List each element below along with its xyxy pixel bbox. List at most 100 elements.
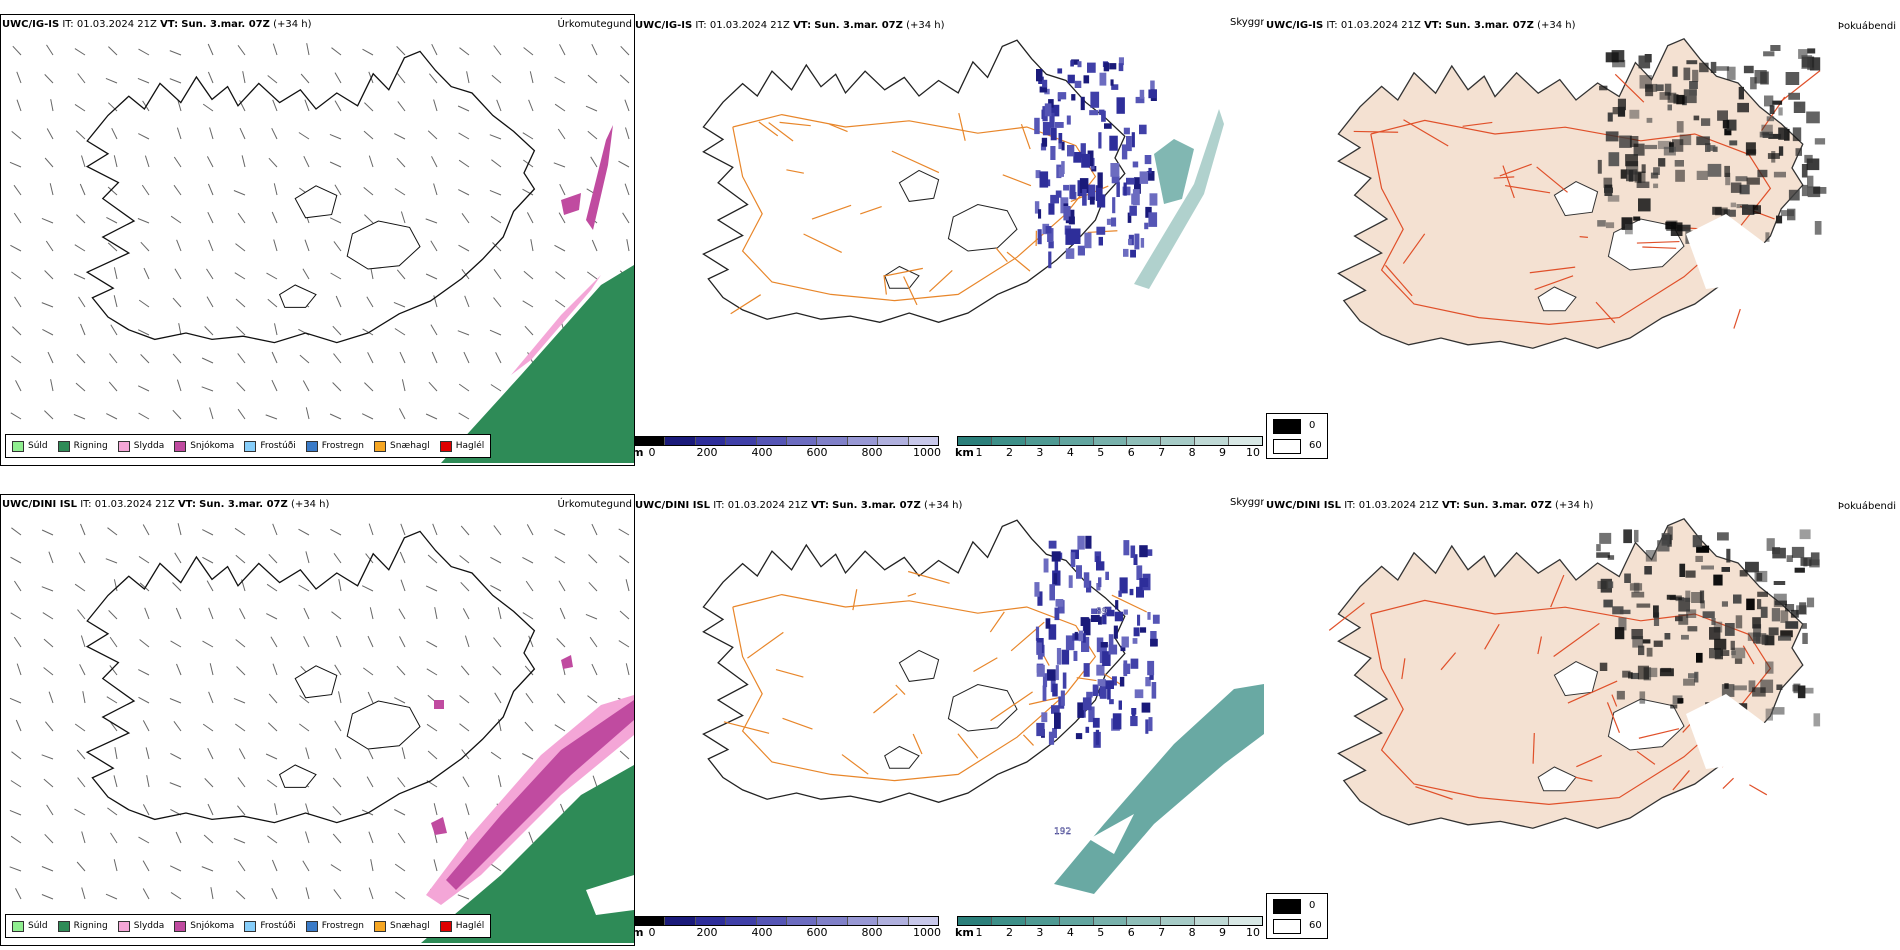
it-label: IT: bbox=[695, 20, 707, 31]
precip-legend-item: Snjókoma bbox=[174, 440, 234, 452]
color-scale-tick-label: 4 bbox=[1066, 926, 1074, 939]
precip-legend-item: Snæhagl bbox=[374, 920, 430, 932]
color-scale-unit: m bbox=[634, 446, 644, 459]
precip-legend-swatch bbox=[57, 920, 70, 932]
color-scale-tick-label: 7 bbox=[1158, 926, 1166, 939]
color-scale-tick-label: 0 bbox=[648, 446, 656, 459]
it-label: IT: bbox=[80, 499, 92, 510]
precip-legend-swatch bbox=[12, 920, 24, 932]
color-scale-cell bbox=[878, 917, 909, 925]
precip-legend-label: Snæhagl bbox=[390, 921, 430, 931]
color-scale-cell bbox=[635, 437, 666, 445]
precip-legend-swatch bbox=[117, 440, 130, 452]
it-label: IT: bbox=[62, 19, 74, 30]
precip-legend-item: Rigning bbox=[57, 440, 108, 452]
color-scale-tick-label: 7 bbox=[1158, 446, 1166, 459]
color-scale-cell bbox=[1093, 917, 1128, 925]
color-scale-cell bbox=[1127, 437, 1162, 445]
rain-area bbox=[421, 765, 634, 943]
precip-legend-swatch bbox=[305, 920, 318, 932]
precip-legend-item: Snæhagl bbox=[374, 440, 430, 452]
precip-legend: Súld Rigning Slydda Snjókoma Frostúði Frostre… bbox=[5, 914, 492, 938]
color-scale-cell bbox=[908, 437, 939, 445]
vt-label: VT: bbox=[1441, 500, 1460, 511]
glacier-outline bbox=[1537, 766, 1577, 792]
it-value: 01.03.2024 21Z bbox=[1358, 500, 1439, 511]
model-name: UWC/DINI ISL bbox=[635, 500, 711, 511]
glacier-outline bbox=[294, 185, 338, 219]
precip-legend-label: Súld bbox=[28, 441, 48, 451]
color-scale-tick-label: 8 bbox=[1188, 446, 1196, 459]
precip-legend: Súld Rigning Slydda Snjókoma Frostúði Frostre… bbox=[5, 434, 492, 458]
precip-legend-label: Haglél bbox=[455, 921, 485, 931]
color-scale-cell bbox=[1229, 437, 1263, 445]
model-name: UWC/DINI ISL bbox=[1266, 500, 1342, 511]
precip-legend-swatch bbox=[374, 920, 387, 932]
precip-map-igis bbox=[9, 43, 634, 463]
vt-label: VT: bbox=[810, 500, 829, 511]
precip-legend-swatch bbox=[439, 440, 452, 452]
precip-legend-swatch bbox=[57, 440, 70, 452]
color-scale-cell bbox=[1059, 917, 1094, 925]
color-scale-cell bbox=[1025, 437, 1060, 445]
glacier-outline bbox=[947, 203, 1018, 252]
color-scale-tick-label: 9 bbox=[1219, 926, 1227, 939]
panel-header: UWC/IG-IS IT: 01.03.2024 21Z VT: Sun. 3.… bbox=[635, 20, 945, 31]
snow-area bbox=[434, 700, 444, 709]
iceland-coastline bbox=[702, 519, 1126, 803]
visibility-panel-dini: 89 192 UWC/DINI ISL IT: 01.03.2024 21Z VT… bbox=[634, 494, 1264, 944]
panel-title: Úrkomutegund bbox=[557, 499, 632, 510]
color-scale-cell bbox=[1025, 917, 1060, 925]
snow-area bbox=[586, 125, 613, 230]
color-scale-cell bbox=[665, 917, 696, 925]
color-scale-tick-label: 2 bbox=[1005, 446, 1013, 459]
clear-sky-area bbox=[1686, 214, 1766, 289]
cloud-key-bottom-label: 60 bbox=[1309, 440, 1322, 451]
color-scale-cell bbox=[726, 917, 757, 925]
fog-panel-dini: UWC/DINI ISL IT: 01.03.2024 21Z VT: Sun.… bbox=[1266, 494, 1900, 889]
panel-header: UWC/IG-IS IT: 01.03.2024 21Z VT: Sun. 3.… bbox=[2, 19, 312, 30]
glacier-outline bbox=[294, 665, 338, 699]
visibility-panel-igis: UWC/IG-IS IT: 01.03.2024 21Z VT: Sun. 3.… bbox=[634, 14, 1264, 464]
vt-value: Sun. 3.mar. 07Z bbox=[199, 499, 288, 510]
snow-area bbox=[561, 193, 581, 215]
precip-legend-item: Snjókoma bbox=[174, 920, 234, 932]
visibility-scale-km: km 1 2 3 4 5 6 7 8 9 10 bbox=[955, 916, 1263, 942]
clear-area bbox=[1089, 814, 1134, 854]
it-value: 01.03.2024 21Z bbox=[709, 20, 790, 31]
lead-time: (+34 h) bbox=[273, 19, 312, 30]
precip-legend-item: Frostregn bbox=[305, 440, 364, 452]
color-scale-cell bbox=[787, 437, 818, 445]
precip-map-dini bbox=[9, 523, 634, 943]
color-scale-cell bbox=[1161, 917, 1196, 925]
vt-value: Sun. 3.mar. 07Z bbox=[1445, 20, 1534, 31]
precip-legend-item: Súld bbox=[12, 920, 48, 932]
vt-label: VT: bbox=[160, 19, 179, 30]
precip-legend-swatch bbox=[244, 920, 257, 932]
lead-time: (+34 h) bbox=[906, 20, 945, 31]
color-scale-tick-label: 600 bbox=[806, 446, 828, 459]
fog-map-igis bbox=[1337, 38, 1827, 349]
color-scale-unit: km bbox=[955, 446, 974, 459]
precip-legend-swatch bbox=[244, 440, 257, 452]
color-scale-cell bbox=[695, 437, 727, 445]
precip-legend-item: Haglél bbox=[439, 920, 485, 932]
glacier-outline bbox=[1607, 698, 1685, 751]
it-value: 01.03.2024 21Z bbox=[1340, 20, 1421, 31]
lead-time: (+34 h) bbox=[1537, 20, 1576, 31]
no-data-area bbox=[586, 875, 634, 915]
color-scale-cell bbox=[847, 437, 879, 445]
reduced-visibility-area bbox=[1154, 139, 1194, 204]
color-scale-cell bbox=[695, 917, 727, 925]
color-scale-cell bbox=[1195, 917, 1230, 925]
precip-legend-swatch bbox=[174, 440, 187, 452]
panel-header: UWC/DINI ISL IT: 01.03.2024 21Z VT: Sun.… bbox=[1266, 500, 1593, 511]
color-scale-unit: km bbox=[955, 926, 974, 939]
color-scale-cell bbox=[817, 437, 848, 445]
vt-value: Sun. 3.mar. 07Z bbox=[814, 20, 903, 31]
color-scale-cell bbox=[726, 437, 757, 445]
glacier-outline bbox=[346, 220, 421, 270]
color-scale-cell bbox=[991, 437, 1026, 445]
snow-area bbox=[431, 817, 447, 835]
snow-area bbox=[446, 700, 634, 890]
